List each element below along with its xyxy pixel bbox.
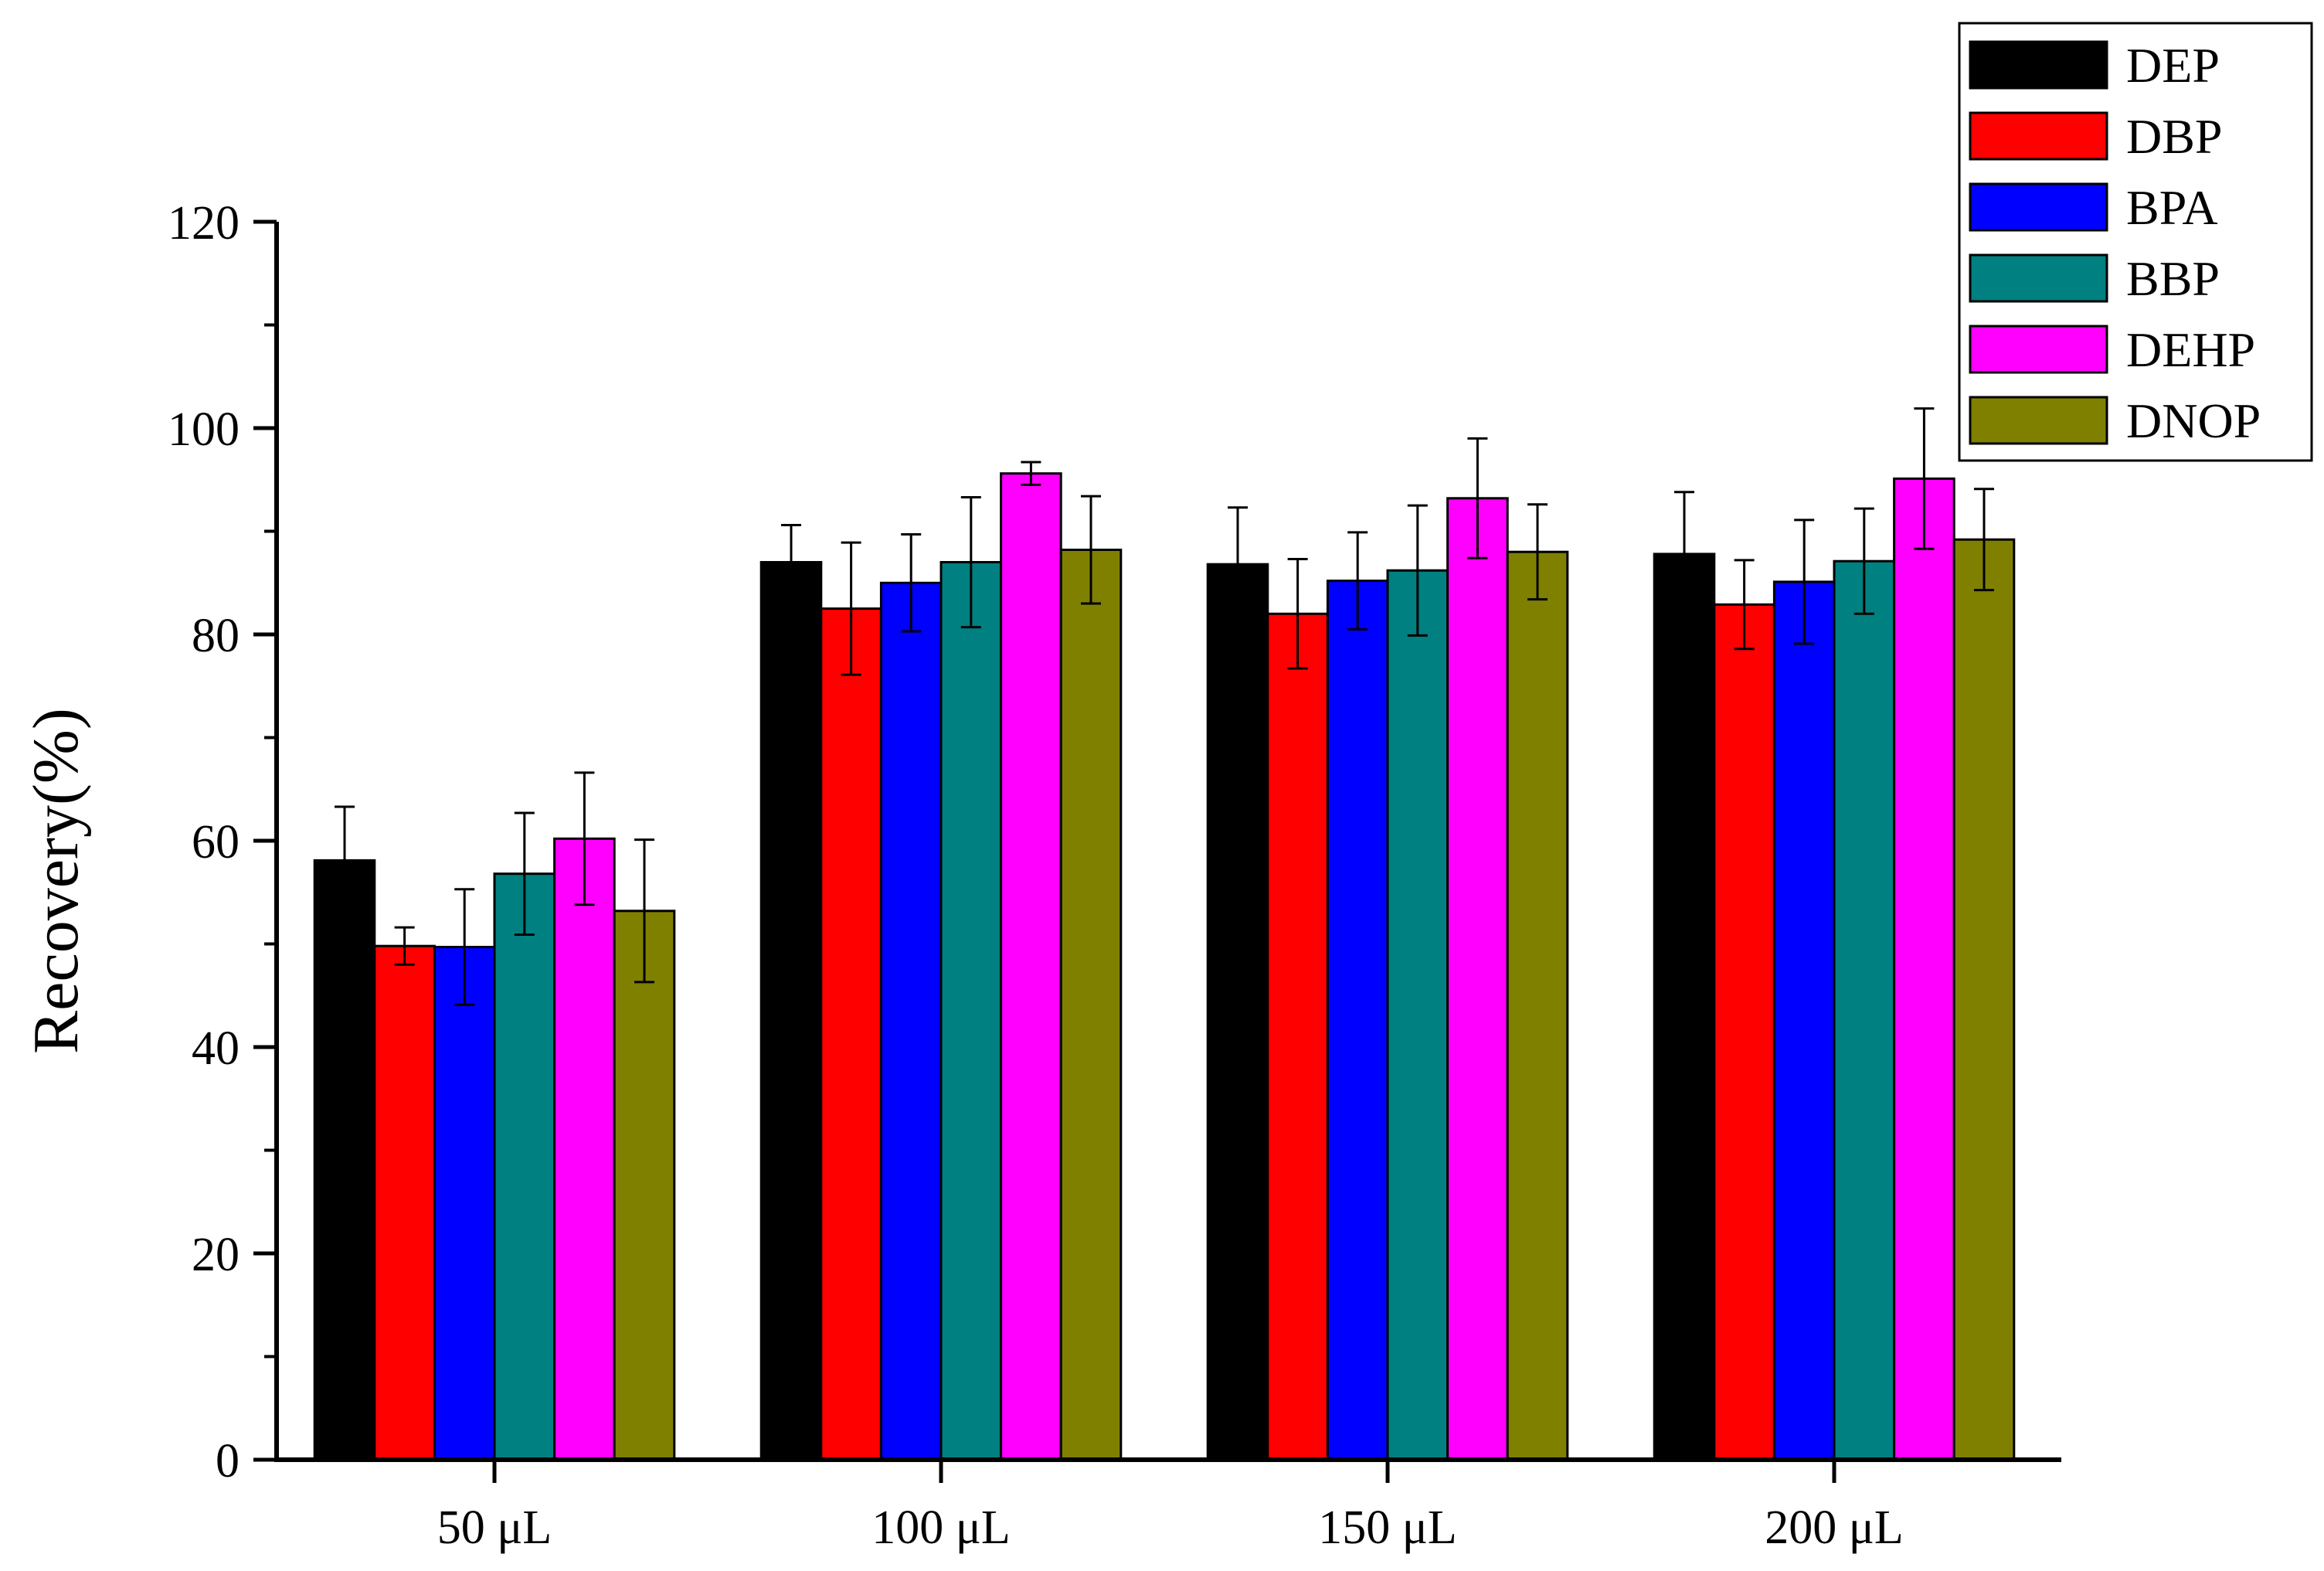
error-bar-bbp-2 xyxy=(960,495,981,629)
error-bar-dehp-2 xyxy=(1021,461,1041,486)
error-bar-dbp-1 xyxy=(394,926,415,966)
legend-swatch-dnop xyxy=(1969,396,2108,445)
legend-item-dehp: DEHP xyxy=(1969,322,2255,377)
error-bar-dep-1 xyxy=(335,805,355,916)
bar-dbp-3 xyxy=(1266,612,1329,1461)
bar-bpa-4 xyxy=(1772,580,1836,1461)
error-bar-dnop-4 xyxy=(1974,488,1994,592)
legend-swatch-bbp xyxy=(1969,253,2108,303)
legend-swatch-bpa xyxy=(1969,182,2108,232)
bar-dehp-1 xyxy=(553,837,616,1461)
error-bar-dnop-3 xyxy=(1527,503,1548,601)
bar-dbp-2 xyxy=(820,607,882,1461)
bars-layer xyxy=(313,472,2016,1461)
legend-label-bbp: BBP xyxy=(2126,251,2220,306)
legend-label-dbp: DBP xyxy=(2126,109,2223,164)
legend-item-bbp: BBP xyxy=(1969,251,2220,306)
bar-dep-4 xyxy=(1653,553,1716,1461)
x-tick-label-1: 50 μL xyxy=(437,1501,552,1554)
x-tick-label-3: 150 μL xyxy=(1318,1501,1457,1554)
legend-label-dehp: DEHP xyxy=(2126,322,2255,377)
error-bar-bpa-3 xyxy=(1347,531,1368,631)
error-bar-bpa-1 xyxy=(454,888,475,1006)
error-bar-dehp-3 xyxy=(1467,437,1488,559)
bar-bbp-3 xyxy=(1386,569,1449,1461)
y-tick-label-20: 20 xyxy=(192,1229,240,1281)
bar-dep-3 xyxy=(1206,563,1269,1461)
error-bar-dehp-1 xyxy=(574,771,595,906)
error-bar-dep-2 xyxy=(781,523,801,601)
legend-swatch-dbp xyxy=(1969,111,2108,161)
error-bar-bpa-4 xyxy=(1794,519,1815,645)
bar-bpa-1 xyxy=(433,946,496,1461)
error-bar-dehp-4 xyxy=(1914,407,1935,550)
y-axis-label: Recovery(%) xyxy=(20,708,92,1054)
legend-item-dnop: DNOP xyxy=(1969,393,2261,448)
axes-layer: 0 20 40 60 80 100 120 50 μL 100 μL 150 μL 200 μL xyxy=(168,197,2061,1554)
bar-dnop-1 xyxy=(613,910,676,1461)
bar-dep-1 xyxy=(313,859,376,1461)
error-bar-dnop-1 xyxy=(634,838,654,984)
bar-dnop-3 xyxy=(1506,550,1569,1461)
error-bar-dbp-4 xyxy=(1734,559,1755,651)
legend-label-bpa: BPA xyxy=(2126,180,2218,235)
bar-dehp-4 xyxy=(1893,477,1955,1461)
y-tick-label-80: 80 xyxy=(192,610,240,662)
error-bar-dep-4 xyxy=(1674,491,1694,617)
error-bar-dnop-2 xyxy=(1081,495,1101,605)
error-bar-dbp-3 xyxy=(1287,558,1308,670)
legend-label-dnop: DNOP xyxy=(2126,393,2261,448)
legend-item-dbp: DBP xyxy=(1969,109,2223,164)
x-tick-label-4: 200 μL xyxy=(1765,1501,1904,1554)
error-bar-dep-3 xyxy=(1228,506,1248,623)
bar-bpa-3 xyxy=(1326,580,1389,1461)
error-bar-dbp-2 xyxy=(841,541,861,676)
y-tick-label-60: 60 xyxy=(192,816,240,869)
error-bars-layer xyxy=(335,407,1994,1006)
bar-dehp-3 xyxy=(1446,497,1509,1461)
legend: DEP DBP BPA BBP DEHP DNOP xyxy=(1958,22,2313,462)
legend-swatch-dehp xyxy=(1969,325,2108,374)
bar-dnop-4 xyxy=(1952,538,2016,1461)
bar-bpa-2 xyxy=(879,581,943,1461)
error-bar-bpa-2 xyxy=(901,533,922,633)
y-axis-label-group: Recovery(%) xyxy=(20,708,92,1054)
bar-bbp-1 xyxy=(493,872,556,1461)
y-tick-label-120: 120 xyxy=(168,197,240,250)
bar-dnop-2 xyxy=(1059,549,1123,1461)
y-tick-label-100: 100 xyxy=(168,403,240,456)
bar-bbp-2 xyxy=(939,561,1003,1461)
legend-item-bpa: BPA xyxy=(1969,180,2218,235)
bar-bbp-4 xyxy=(1833,559,1896,1461)
x-tick-label-2: 100 μL xyxy=(872,1501,1011,1554)
error-bar-bbp-4 xyxy=(1853,507,1874,615)
legend-item-dep: DEP xyxy=(1969,38,2220,93)
y-tick-label-0: 0 xyxy=(216,1435,240,1488)
legend-label-dep: DEP xyxy=(2126,38,2220,93)
error-bar-bbp-3 xyxy=(1407,504,1428,637)
bar-dbp-1 xyxy=(373,944,436,1461)
legend-swatch-dep xyxy=(1969,40,2108,90)
error-bar-bbp-1 xyxy=(514,811,535,936)
bar-dehp-2 xyxy=(1000,472,1062,1461)
y-tick-label-40: 40 xyxy=(192,1022,240,1075)
legend-box xyxy=(1958,22,2313,462)
bar-dbp-4 xyxy=(1713,603,1775,1461)
bar-dep-2 xyxy=(759,561,823,1461)
